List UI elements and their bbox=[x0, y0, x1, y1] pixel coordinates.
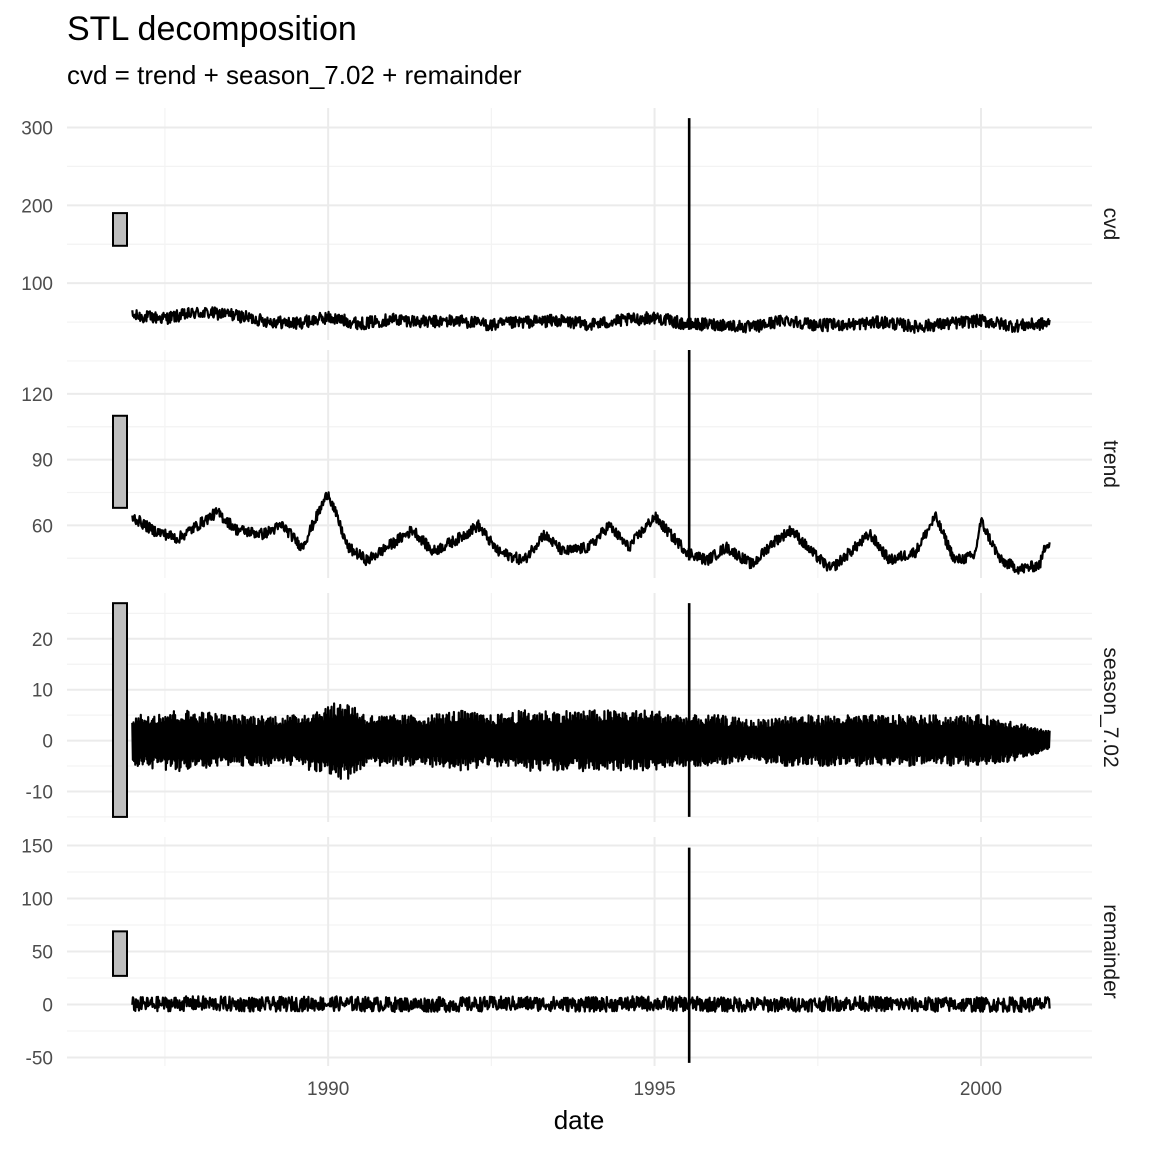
scale-bar bbox=[112, 414, 128, 509]
y-tick-label: 0 bbox=[42, 996, 53, 1017]
series-line bbox=[131, 491, 1051, 575]
series-line bbox=[131, 306, 1051, 334]
y-tick-label: 60 bbox=[32, 516, 53, 537]
y-tick-label: 150 bbox=[21, 836, 53, 857]
panel-strip-label: trend bbox=[1099, 440, 1122, 488]
panel-strip-label: season_7.02 bbox=[1099, 647, 1122, 767]
y-tick-label: 200 bbox=[21, 196, 53, 217]
y-tick-label: 0 bbox=[42, 732, 53, 753]
panel-remainder: -50 0 50 100 150 remainder bbox=[21, 836, 1122, 1069]
y-tick-label: 120 bbox=[21, 385, 53, 406]
y-tick-label: 300 bbox=[21, 118, 53, 139]
y-tick-label: -10 bbox=[26, 782, 53, 803]
x-axis-label: date bbox=[554, 1105, 605, 1135]
y-tick-label: 20 bbox=[32, 630, 53, 651]
scale-bar bbox=[112, 602, 128, 818]
y-tick-label: 50 bbox=[32, 943, 53, 964]
x-tick-label: 2000 bbox=[960, 1079, 1002, 1100]
panel-strip-label: cvd bbox=[1099, 208, 1122, 241]
panel-strip-label: remainder bbox=[1099, 904, 1122, 999]
chart-title: STL decomposition bbox=[67, 10, 357, 48]
y-tick-label: 90 bbox=[32, 451, 53, 472]
y-tick-label: 10 bbox=[32, 681, 53, 702]
x-axis: 1990 1995 2000 bbox=[307, 1079, 1002, 1100]
series-line bbox=[131, 995, 1051, 1013]
y-tick-label: 100 bbox=[21, 889, 53, 910]
scale-bar bbox=[112, 930, 128, 977]
panel-season-7-02: -10 0 10 20 season_7.02 bbox=[26, 593, 1122, 822]
x-tick-label: 1990 bbox=[307, 1079, 349, 1100]
facet-panels: 100 200 300 cvd 60 90 120 trend -10 0 10 20 season_7… bbox=[21, 108, 1122, 1070]
panel-cvd: 100 200 300 cvd bbox=[21, 108, 1122, 340]
x-tick-label: 1995 bbox=[633, 1079, 675, 1100]
y-tick-label: 100 bbox=[21, 274, 53, 295]
series-line bbox=[131, 702, 1051, 780]
panel-trend: 60 90 120 trend bbox=[21, 350, 1122, 578]
y-tick-label: -50 bbox=[26, 1049, 53, 1070]
chart-subtitle: cvd = trend + season_7.02 + remainder bbox=[67, 60, 522, 90]
scale-bar bbox=[112, 212, 128, 247]
